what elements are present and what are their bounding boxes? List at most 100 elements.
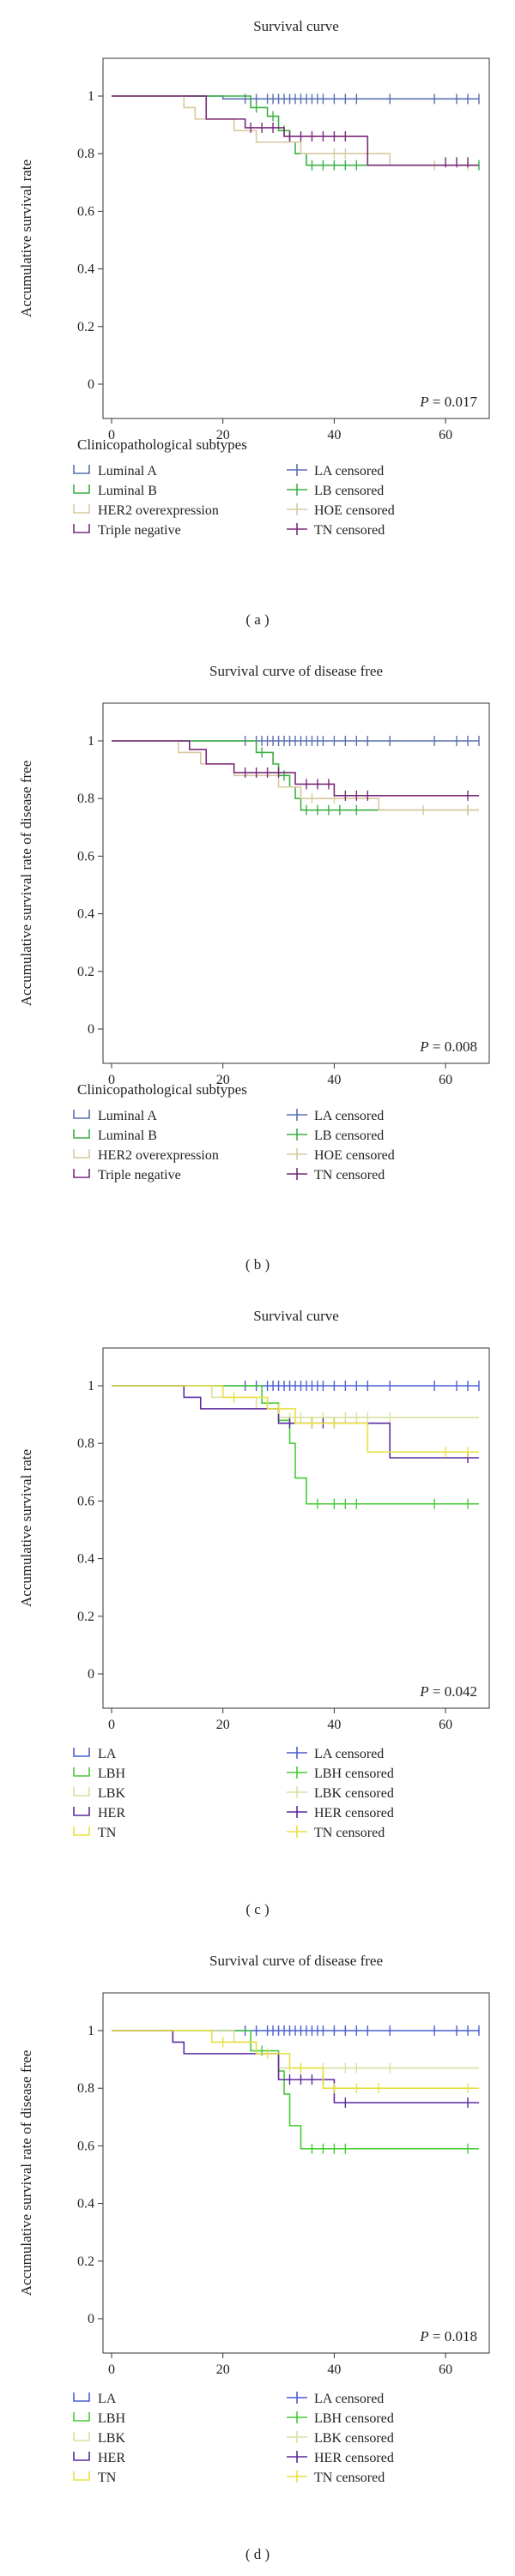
legend-label: LBK censored <box>314 2431 394 2446</box>
legend-item: HOE censored <box>287 503 395 518</box>
p-value-number: = 0.018 <box>429 2328 477 2344</box>
series-line-1 <box>112 2030 479 2150</box>
legend-item: LA <box>73 1747 117 1761</box>
y-tick-label: 0.2 <box>77 965 94 979</box>
legend-swatch-step <box>73 1807 90 1816</box>
legend-label: LA <box>98 1747 117 1761</box>
p-value: P = 0.017 <box>419 394 477 410</box>
legend-item: HER <box>73 2451 125 2465</box>
y-tick-label: 0.4 <box>77 1552 94 1567</box>
p-value-symbol: P <box>419 1683 428 1700</box>
y-tick-label: 0.6 <box>77 204 94 219</box>
series-line-2 <box>112 2030 479 2069</box>
legend-label: Luminal A <box>98 464 157 478</box>
x-tick-label: 60 <box>439 428 452 442</box>
series-line-3 <box>112 2030 479 2104</box>
legend-label: LB censored <box>314 484 384 498</box>
legend-label: Triple negative <box>98 1168 181 1183</box>
x-tick-label: 0 <box>108 428 115 442</box>
y-tick-label: 1 <box>88 1379 94 1393</box>
legend-swatch-step <box>73 1110 90 1119</box>
legend-item: Luminal A <box>73 1109 157 1123</box>
y-tick-label: 0.2 <box>77 1610 94 1624</box>
legend-title: Clinicopathological subtypes <box>77 436 247 453</box>
p-value-symbol: P <box>419 2328 428 2344</box>
legend-label: TN censored <box>314 1826 385 1840</box>
legend-label: HER <box>98 1806 125 1821</box>
legend-swatch-step <box>73 524 90 533</box>
plot-frame <box>102 702 490 1064</box>
y-tick-label: 0.2 <box>77 2254 94 2269</box>
legend-item: TN censored <box>287 1826 385 1840</box>
legend-label: HOE censored <box>314 503 395 518</box>
legend-swatch-step <box>73 1827 90 1836</box>
x-tick-label: 20 <box>216 2362 230 2377</box>
legend-label: HER censored <box>314 2451 394 2465</box>
legend-label: LA censored <box>314 1109 384 1123</box>
legend-title: Clinicopathological subtypes <box>77 1081 247 1098</box>
y-tick-label: 1 <box>88 2024 94 2038</box>
legend-swatch-step <box>73 1787 90 1797</box>
y-tick-label: 0 <box>88 2312 94 2326</box>
x-tick-label: 20 <box>216 1718 230 1732</box>
legend-label: TN <box>98 2471 117 2485</box>
legend-item: Triple negative <box>73 1168 181 1183</box>
legend-item: LA censored <box>287 1109 384 1123</box>
legend-swatch-step <box>73 2392 90 2402</box>
legend-label: TN censored <box>314 2471 385 2485</box>
chart-panel-c: Survival curve Accumulative survival rate… <box>18 1308 490 1917</box>
legend-item: Luminal A <box>73 464 157 478</box>
legend-item: Luminal B <box>73 484 157 498</box>
legend-item: LBH <box>73 1766 125 1781</box>
legend-item: LBK censored <box>287 2431 394 2446</box>
legend-swatch-step <box>73 2452 90 2461</box>
y-tick-label: 1 <box>88 734 94 749</box>
plot-frame <box>102 57 490 419</box>
legend-item: LA censored <box>287 464 384 478</box>
legend-label: TN <box>98 1826 117 1840</box>
plot-frame <box>102 1347 490 1709</box>
y-tick-label: 0 <box>88 1022 94 1037</box>
legend-item: TN censored <box>287 523 385 538</box>
legend-item: TN <box>73 2471 117 2485</box>
legend-item: LBH <box>73 2411 125 2426</box>
x-tick-label: 0 <box>108 1718 115 1732</box>
legend-item: TN censored <box>287 1168 385 1183</box>
legend-label: Luminal B <box>98 1129 157 1143</box>
x-tick-label: 20 <box>216 428 230 442</box>
x-tick-label: 40 <box>327 1073 341 1087</box>
legend-item: LBK <box>73 2431 125 2446</box>
y-tick-label: 1 <box>88 89 94 104</box>
panel-caption: ( c ) <box>245 1901 269 1917</box>
legend-label: LBH <box>98 2411 125 2426</box>
x-tick-label: 40 <box>327 428 341 442</box>
legend-item: Triple negative <box>73 523 181 538</box>
legend-item: LA censored <box>287 1747 384 1761</box>
legend-item: LA censored <box>287 2392 384 2406</box>
legend-item: HOE censored <box>287 1148 395 1163</box>
y-tick-label: 0.8 <box>77 1436 94 1451</box>
plot-frame <box>102 1992 490 2354</box>
legend-label: Luminal B <box>98 484 157 498</box>
legend-label: HER2 overexpression <box>98 1148 219 1163</box>
legend-label: HER2 overexpression <box>98 503 219 518</box>
series-line-4 <box>112 2030 479 2089</box>
x-tick-label: 40 <box>327 2362 341 2377</box>
legend-swatch-step <box>73 485 90 494</box>
y-tick-label: 0.4 <box>77 262 94 277</box>
y-tick-label: 0.8 <box>77 791 94 806</box>
series-line-1 <box>112 1385 479 1505</box>
y-tick-label: 0.8 <box>77 2081 94 2096</box>
legend-item: LB censored <box>287 484 384 498</box>
chart-title: Survival curve of disease free <box>209 1953 383 1969</box>
legend-item: LBH censored <box>287 2411 394 2426</box>
p-value-symbol: P <box>419 1038 428 1055</box>
legend-item: TN censored <box>287 2471 385 2485</box>
legend-label: HOE censored <box>314 1148 395 1163</box>
x-tick-label: 0 <box>108 1073 115 1087</box>
legend-label: LBH <box>98 1766 125 1781</box>
chart-title: Survival curve <box>253 18 339 34</box>
legend-label: Luminal A <box>98 1109 157 1123</box>
p-value: P = 0.008 <box>419 1038 477 1055</box>
series-line-4 <box>112 1385 479 1454</box>
